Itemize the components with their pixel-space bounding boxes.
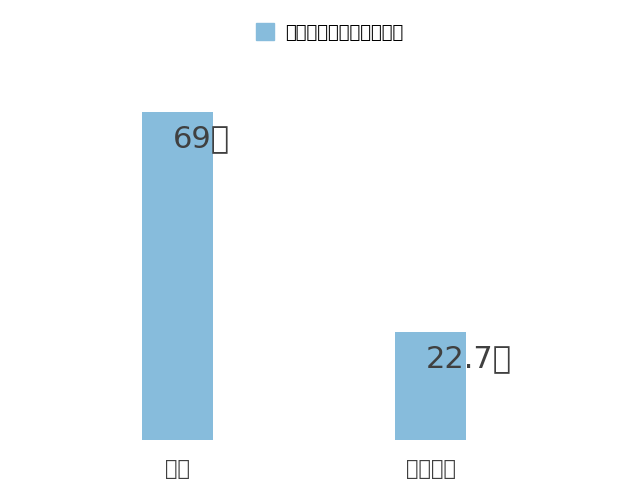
Text: 69件: 69件 <box>173 124 230 153</box>
Bar <box>396 332 467 440</box>
Bar <box>142 112 213 440</box>
Text: 22.7件: 22.7件 <box>426 344 512 373</box>
Legend: 学術集会への研究発表数: 学術集会への研究発表数 <box>256 24 403 42</box>
